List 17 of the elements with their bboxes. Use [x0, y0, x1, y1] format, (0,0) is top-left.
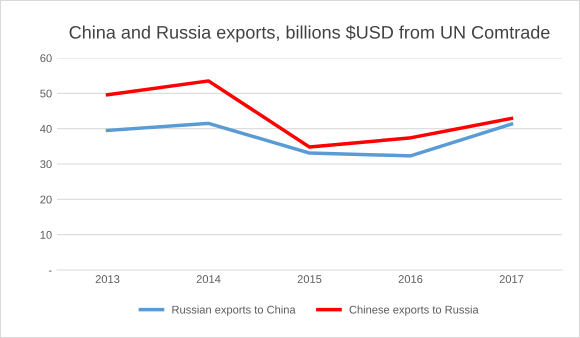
x-tick-label: 2016: [398, 275, 422, 284]
y-tick-label: 10: [40, 230, 52, 239]
x-tick-label: 2015: [298, 275, 322, 284]
y-tick-label: 50: [40, 90, 52, 98]
legend-label: Chinese exports to Russia: [350, 305, 479, 316]
y-tick-label: 20: [40, 196, 52, 204]
x-tick-label: 2017: [500, 275, 524, 284]
y-tick-label: 30: [40, 160, 52, 168]
legend-label: Russian exports to China: [172, 305, 296, 316]
chart-title: China and Russia exports, billions $USD from UN Comtrade: [70, 25, 550, 42]
line-series: [106, 79, 514, 149]
y-tick-label: -: [48, 270, 52, 272]
x-tick-label: 2014: [196, 275, 221, 284]
line-series: [106, 122, 514, 158]
y-tick-label: 60: [40, 54, 52, 62]
x-tick-label: 2013: [96, 275, 120, 284]
y-tick-label: 40: [40, 124, 52, 133]
